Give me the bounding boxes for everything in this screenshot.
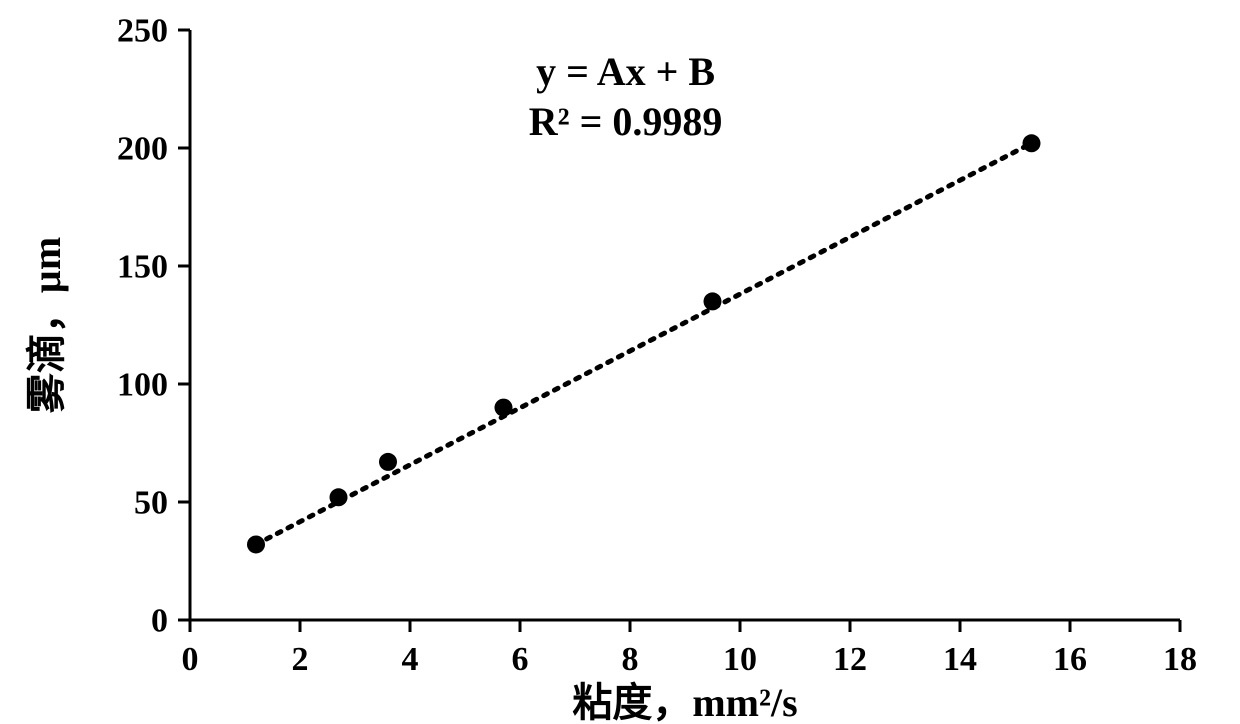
x-tick-label: 8 xyxy=(622,641,639,678)
x-tick-label: 14 xyxy=(943,641,977,678)
data-point xyxy=(495,399,513,417)
y-axis-label: 雾滴，µm xyxy=(24,237,69,413)
y-tick-label: 100 xyxy=(117,366,168,403)
data-point xyxy=(330,488,348,506)
annotation-line: y = Ax + B xyxy=(536,49,715,94)
chart-svg: 0 2 4 6 8 10 12 14 16 18 0 50 100 150 200 250 粘度，mm²/s 雾滴… xyxy=(0,0,1240,724)
y-tick-label: 50 xyxy=(134,484,168,521)
x-tick-label: 4 xyxy=(402,641,419,678)
x-tick-label: 10 xyxy=(723,641,757,678)
x-tick-label: 2 xyxy=(292,641,309,678)
data-point xyxy=(1023,134,1041,152)
x-tick-label: 6 xyxy=(512,641,529,678)
annotation-line: R² = 0.9989 xyxy=(529,99,723,144)
x-tick-label: 12 xyxy=(833,641,867,678)
data-point xyxy=(379,453,397,471)
x-tick-label: 16 xyxy=(1053,641,1087,678)
y-tick-label: 250 xyxy=(117,12,168,49)
data-point xyxy=(247,535,265,553)
y-tick-label: 150 xyxy=(117,248,168,285)
data-point xyxy=(704,292,722,310)
y-tick-label: 200 xyxy=(117,130,168,167)
x-tick-label: 0 xyxy=(182,641,199,678)
scatter-chart: 0 2 4 6 8 10 12 14 16 18 0 50 100 150 200 250 粘度，mm²/s 雾滴… xyxy=(0,0,1240,724)
x-tick-label: 18 xyxy=(1163,641,1197,678)
x-axis-label: 粘度，mm²/s xyxy=(572,680,797,724)
y-tick-label: 0 xyxy=(151,602,168,639)
